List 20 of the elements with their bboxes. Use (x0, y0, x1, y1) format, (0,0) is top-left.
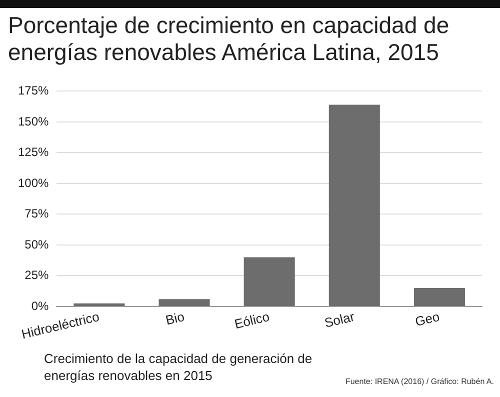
x-tick-label: Solar (322, 308, 357, 330)
y-tick-label: 50% (24, 237, 50, 252)
y-tick-label: 175% (18, 84, 50, 98)
source-note: Fuente: IRENA (2016) / Gráfico: Rubén A. (345, 377, 494, 386)
bar (244, 257, 295, 306)
bar (414, 288, 465, 306)
y-tick-label: 25% (24, 268, 50, 282)
y-tick-label: 125% (18, 145, 50, 160)
y-tick-label: 0% (31, 298, 50, 313)
x-tick-label: Geo (414, 308, 441, 330)
bar (74, 303, 125, 306)
bar (328, 104, 380, 306)
bar (158, 299, 210, 306)
y-tick-label: 100% (18, 176, 50, 190)
x-tick-label: Bio (164, 308, 186, 328)
y-tick-label: 75% (24, 206, 50, 221)
x-tick-label: Eólico (232, 308, 271, 332)
chart-title: Porcentaje de crecimiento en capacidad de energías renovables América Latina, 2015 (8, 12, 450, 66)
text: Crecimiento de la capacidad de generación de energías renovables en 2015 (44, 350, 314, 384)
y-tick-label: 150% (18, 114, 50, 128)
